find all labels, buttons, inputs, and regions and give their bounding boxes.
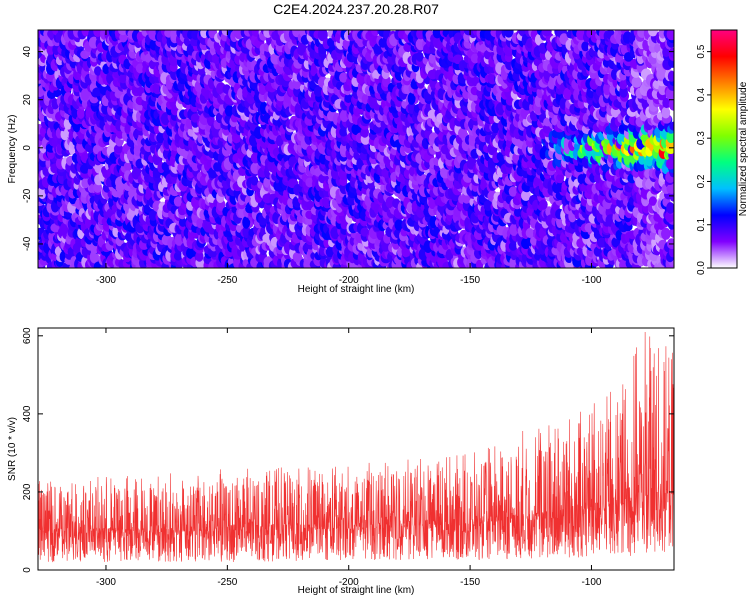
spectrogram-cell xyxy=(148,210,158,221)
spectrogram-cell xyxy=(81,178,90,189)
spectrogram-cells xyxy=(38,30,674,268)
spectrogram-cell xyxy=(76,107,85,119)
spectrogram-cell xyxy=(94,66,102,76)
spectrogram-cell xyxy=(113,144,124,154)
figure-title: C2E4.2024.237.20.28.R07 xyxy=(273,1,439,17)
spectrogram-cell xyxy=(59,222,69,236)
spectrogram-cell xyxy=(118,30,128,36)
spectrogram-cell xyxy=(503,30,514,38)
spectrogram-cell xyxy=(173,196,183,207)
spectrogram-cell xyxy=(416,51,424,62)
spectrogram-cell xyxy=(93,30,103,37)
spectrogram-cell xyxy=(119,32,128,43)
spectrogram-cell xyxy=(173,251,183,261)
spectrogram-cell xyxy=(119,73,127,84)
spectrogram-cell xyxy=(135,63,145,74)
spectrogram-cell xyxy=(179,217,187,227)
spectrogram-cell xyxy=(250,175,259,186)
